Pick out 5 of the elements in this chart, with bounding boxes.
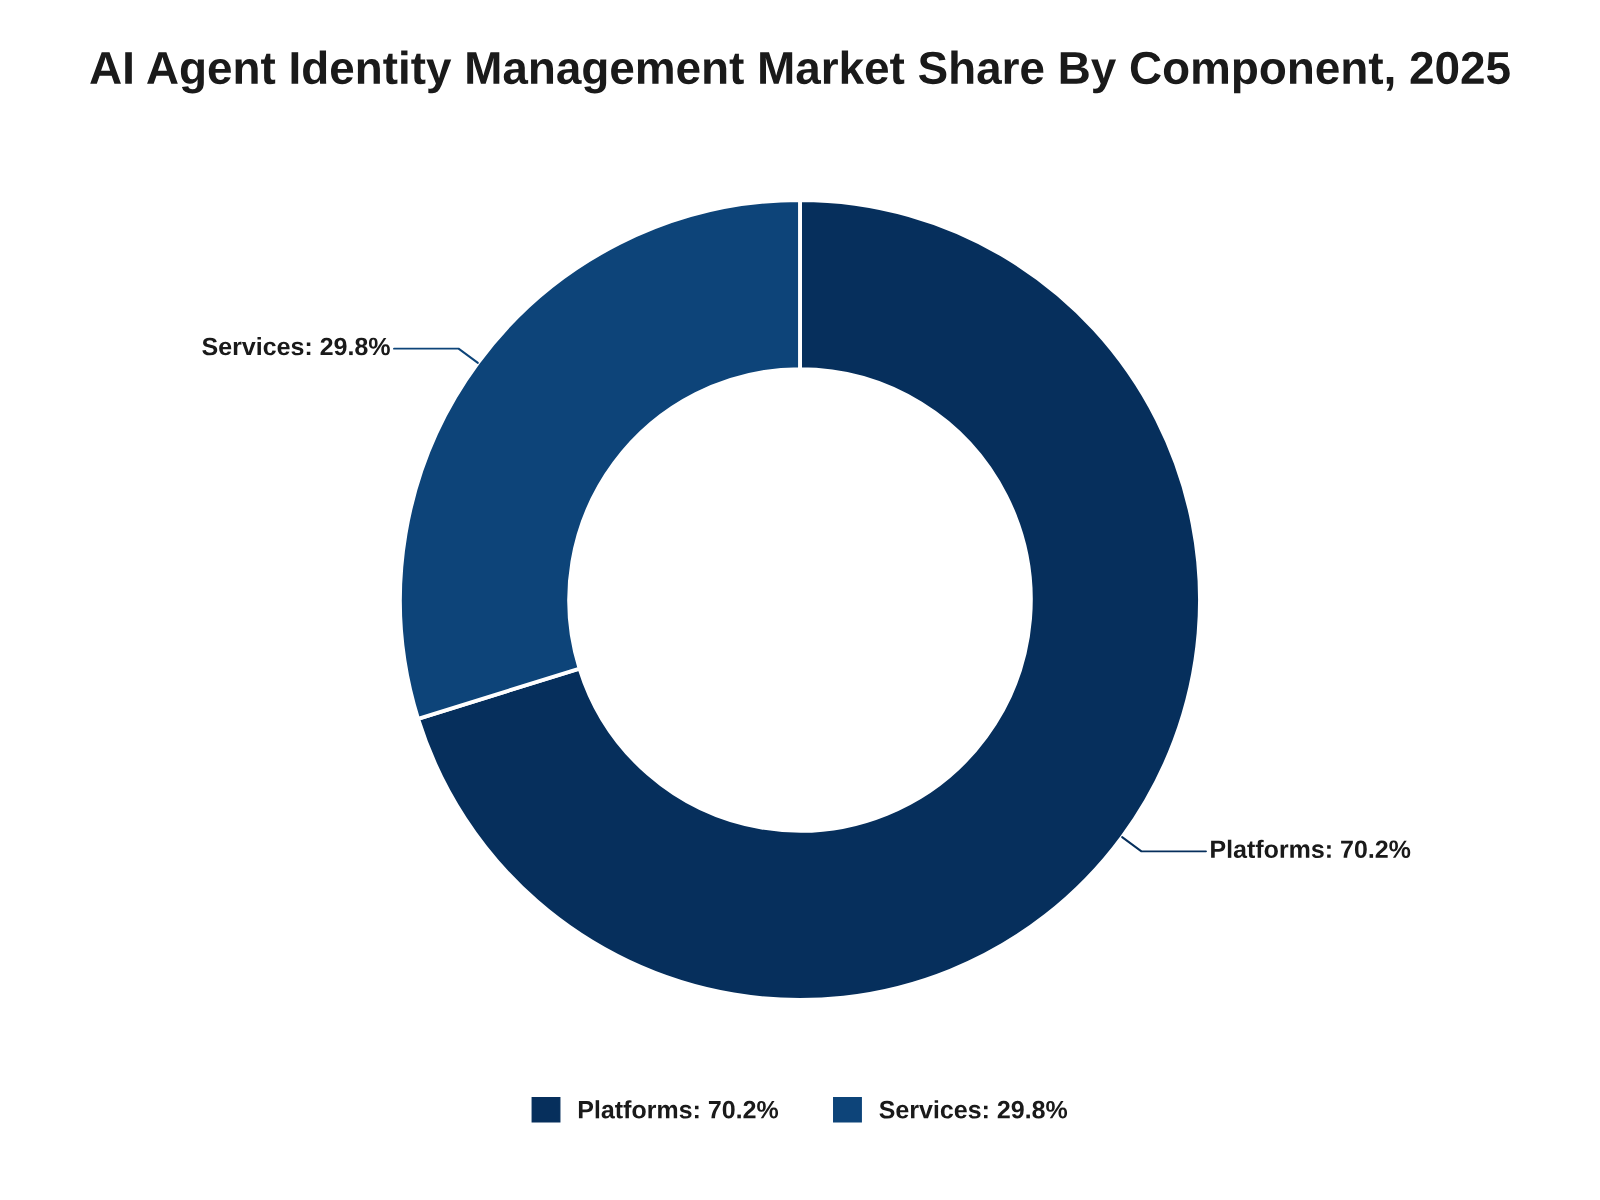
slice-label: Services: 29.8% (202, 336, 390, 356)
slice-label: Platforms: 70.2% (1211, 839, 1411, 859)
chart-title: AI Agent Identity Management Market Share By Component, 2025 (90, 50, 1510, 94)
legend-label: Platforms: 70.2% (578, 1100, 779, 1119)
legend-label: Services: 29.8% (879, 1100, 1068, 1119)
